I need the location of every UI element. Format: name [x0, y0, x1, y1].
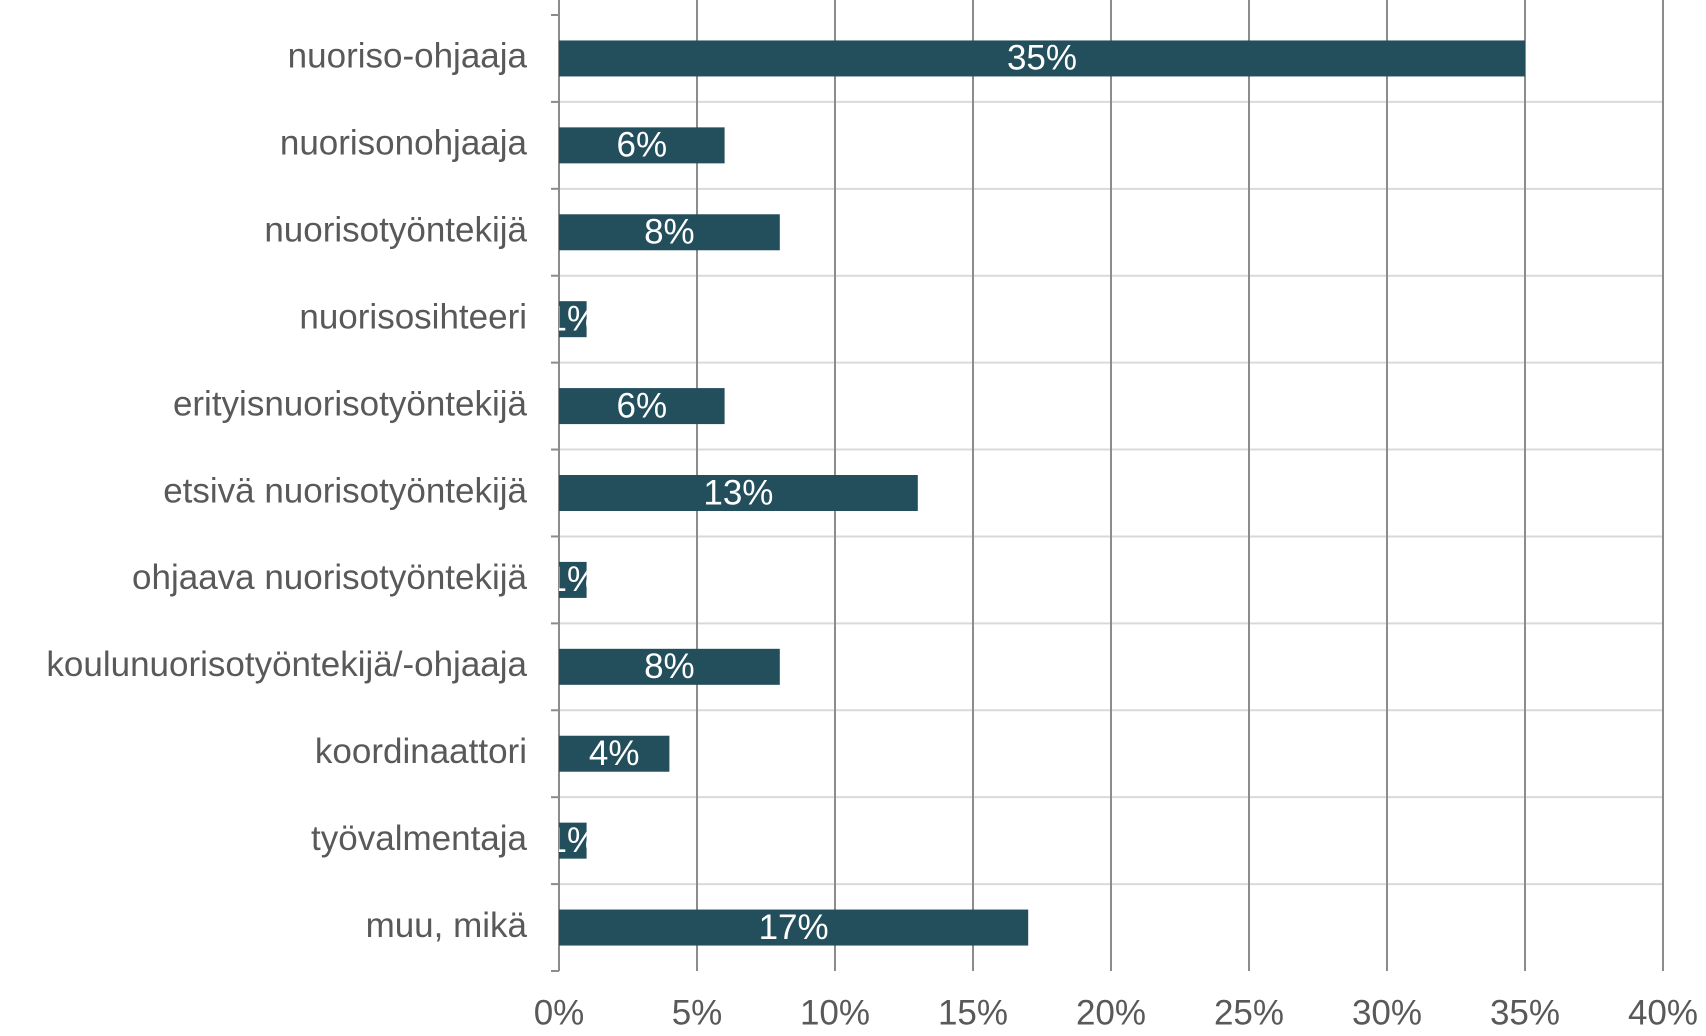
data-label: 4%: [589, 734, 640, 773]
data-label: 8%: [644, 647, 695, 686]
x-tick-label: 30%: [1352, 993, 1422, 1032]
data-label: 1%: [548, 299, 599, 338]
data-label: 8%: [644, 213, 695, 252]
bar: [559, 127, 725, 164]
y-tick-label: etsivä nuorisotyöntekijä: [163, 471, 527, 510]
y-tick-label: nuorisotyöntekijä: [264, 211, 527, 250]
x-tick-label: 0%: [534, 993, 585, 1032]
bar: [559, 909, 1029, 946]
y-tick-label: nuoriso-ohjaaja: [288, 37, 528, 76]
x-tick-label: 15%: [938, 993, 1008, 1032]
x-tick-label: 35%: [1490, 993, 1560, 1032]
x-tick-label: 5%: [672, 993, 723, 1032]
data-label: 1%: [548, 560, 599, 599]
bar: [559, 214, 780, 251]
x-tick-label: 10%: [800, 993, 870, 1032]
bar: [559, 388, 725, 425]
bar: [559, 735, 670, 772]
data-label: 17%: [759, 908, 829, 947]
bar: [559, 822, 587, 859]
y-tick-label: työvalmentaja: [311, 819, 527, 858]
bar: [559, 301, 587, 338]
y-tick-label: nuorisosihteeri: [299, 297, 527, 336]
y-tick-label: ohjaava nuorisotyöntekijä: [132, 558, 528, 597]
y-tick-label: koulunuorisotyöntekijä/-ohjaaja: [46, 645, 527, 684]
data-label: 35%: [1007, 39, 1077, 78]
data-label: 1%: [548, 821, 599, 860]
data-label: 6%: [617, 386, 668, 425]
data-label: 13%: [703, 473, 773, 512]
y-tick-label: koordinaattori: [315, 732, 527, 771]
x-tick-label: 40%: [1628, 993, 1698, 1032]
y-tick-label: erityisnuorisotyöntekijä: [173, 384, 528, 423]
bar: [559, 475, 918, 511]
y-tick-label: nuorisonohjaaja: [280, 124, 528, 163]
bar: [559, 648, 780, 685]
x-tick-label: 25%: [1214, 993, 1284, 1032]
data-label: 6%: [617, 126, 668, 165]
y-tick-label: muu, mikä: [366, 906, 528, 945]
x-tick-label: 20%: [1076, 993, 1146, 1032]
bar: [559, 561, 587, 598]
bar: [559, 40, 1525, 77]
